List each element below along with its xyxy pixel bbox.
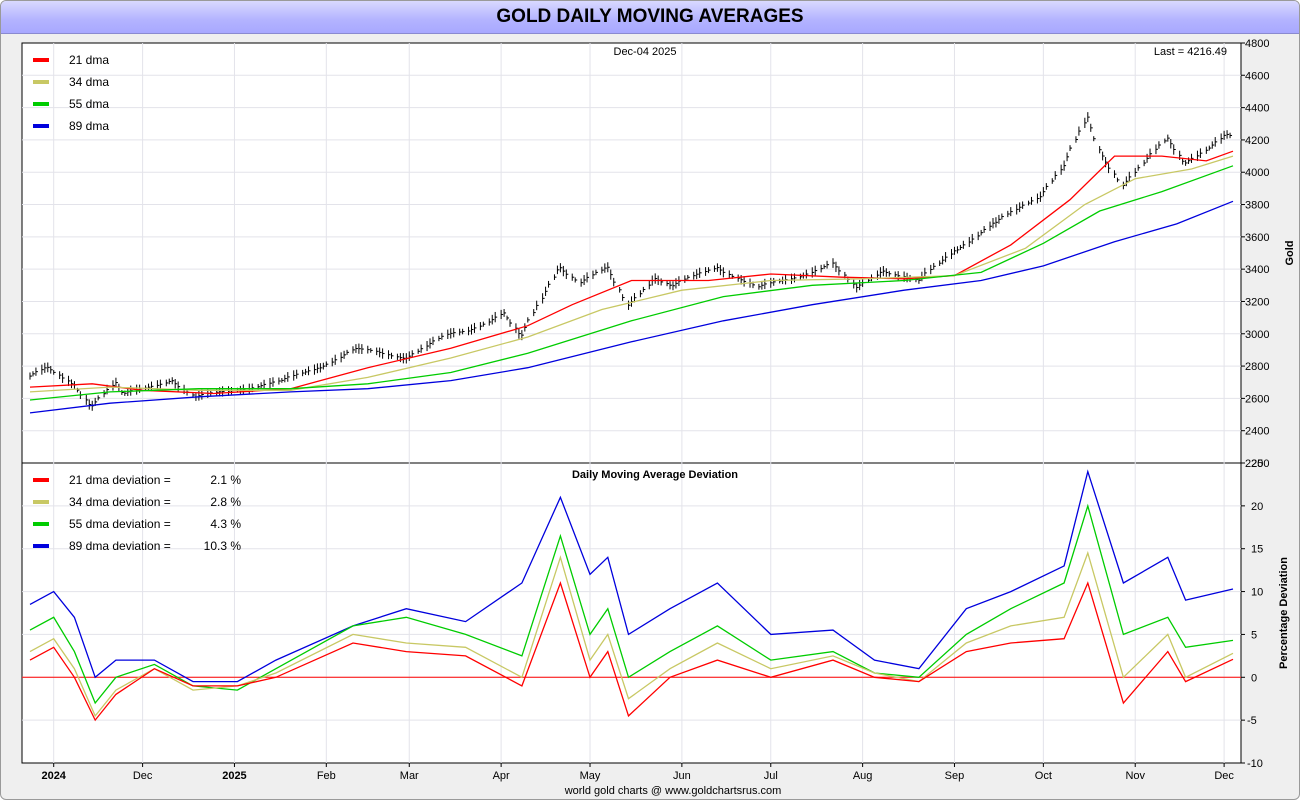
x-tick-label: Apr xyxy=(493,770,510,782)
legend-label: 55 dma xyxy=(69,97,109,111)
legend-swatch xyxy=(33,478,49,482)
deviation-panel xyxy=(21,462,1242,764)
y-tick-label: 3600 xyxy=(1245,232,1269,244)
legend-label: 21 dma xyxy=(69,53,109,67)
x-tick-label: Mar xyxy=(400,770,419,782)
x-tick-label: Sep xyxy=(945,770,965,782)
series-line-21-dma xyxy=(29,150,1234,395)
y-tick-label: 4600 xyxy=(1245,70,1269,82)
deviation-panel-title: Daily Moving Average Deviation xyxy=(572,469,738,481)
y-tick-label: 25 xyxy=(1251,458,1263,470)
legend-label: 89 dma xyxy=(69,119,109,133)
y-tick-label: 0 xyxy=(1251,672,1257,684)
y-tick-label: 20 xyxy=(1251,501,1263,513)
legend-swatch xyxy=(33,124,49,128)
last-price-label: Last = 4216.49 xyxy=(1154,46,1227,58)
legend-value: 2.1 % xyxy=(210,473,241,487)
footer-credit: world gold charts @ www.goldchartsrus.co… xyxy=(564,785,782,797)
x-tick-label: Dec xyxy=(133,770,153,782)
y-tick-label: 4000 xyxy=(1245,167,1269,179)
legend-value: 10.3 % xyxy=(204,539,242,553)
series-line-89-dma xyxy=(29,200,1234,414)
deviation-line-0 xyxy=(29,581,1234,722)
y-tick-label: 2800 xyxy=(1245,361,1269,373)
legend-label: 34 dma deviation = xyxy=(69,495,171,509)
legend-swatch xyxy=(33,500,49,504)
legend-label: 21 dma deviation = xyxy=(69,473,171,487)
x-tick-label: Feb xyxy=(317,770,336,782)
legend-label: 55 dma deviation = xyxy=(69,517,171,531)
x-tick-label: Jul xyxy=(764,770,778,782)
x-tick-label: Oct xyxy=(1035,770,1052,782)
y-tick-label: 4800 xyxy=(1245,38,1269,50)
legend-value: 4.3 % xyxy=(210,517,241,531)
y-tick-label: 4400 xyxy=(1245,103,1269,115)
x-tick-label: 2024 xyxy=(41,770,66,782)
legend-swatch xyxy=(33,58,49,62)
y-tick-label: 15 xyxy=(1251,544,1263,556)
x-tick-label: May xyxy=(580,770,601,782)
x-tick-label: Nov xyxy=(1125,770,1145,782)
price-panel xyxy=(21,42,1242,464)
legend-label: 89 dma deviation = xyxy=(69,539,171,553)
y-tick-label: 3800 xyxy=(1245,200,1269,212)
legend-swatch xyxy=(33,544,49,548)
y-tick-label: -5 xyxy=(1247,715,1257,727)
series-line-34-dma xyxy=(29,155,1234,393)
y-tick-label: 3400 xyxy=(1245,264,1269,276)
x-tick-label: 2025 xyxy=(222,770,246,782)
y-tick-label: -10 xyxy=(1247,758,1263,770)
y-tick-label: 4200 xyxy=(1245,135,1269,147)
y-tick-label: 2600 xyxy=(1245,393,1269,405)
deviation-line-2 xyxy=(29,503,1234,705)
title-bar: GOLD DAILY MOVING AVERAGES xyxy=(1,1,1299,34)
legend-swatch xyxy=(33,102,49,106)
x-tick-label: Dec xyxy=(1214,770,1234,782)
y-tick-label: 2200 xyxy=(1245,458,1269,470)
chart-title: GOLD DAILY MOVING AVERAGES xyxy=(496,6,804,27)
y-tick-label: 3000 xyxy=(1245,329,1269,341)
x-tick-label: Aug xyxy=(853,770,873,782)
legend-value: 2.8 % xyxy=(210,495,241,509)
y-axis-label: Percentage Deviation xyxy=(1278,557,1290,669)
series-line-55-dma xyxy=(29,165,1234,401)
y-tick-label: 10 xyxy=(1251,587,1263,599)
y-tick-label: 2400 xyxy=(1245,426,1269,438)
date-label: Dec-04 2025 xyxy=(614,46,677,58)
y-tick-label: 3200 xyxy=(1245,296,1269,308)
deviation-line-3 xyxy=(29,469,1234,683)
y-tick-label: 5 xyxy=(1251,629,1257,641)
x-tick-label: Jun xyxy=(673,770,691,782)
legend-swatch xyxy=(33,522,49,526)
legend-label: 34 dma xyxy=(69,75,109,89)
legend-swatch xyxy=(33,80,49,84)
y-axis-label: Gold xyxy=(1284,240,1296,265)
